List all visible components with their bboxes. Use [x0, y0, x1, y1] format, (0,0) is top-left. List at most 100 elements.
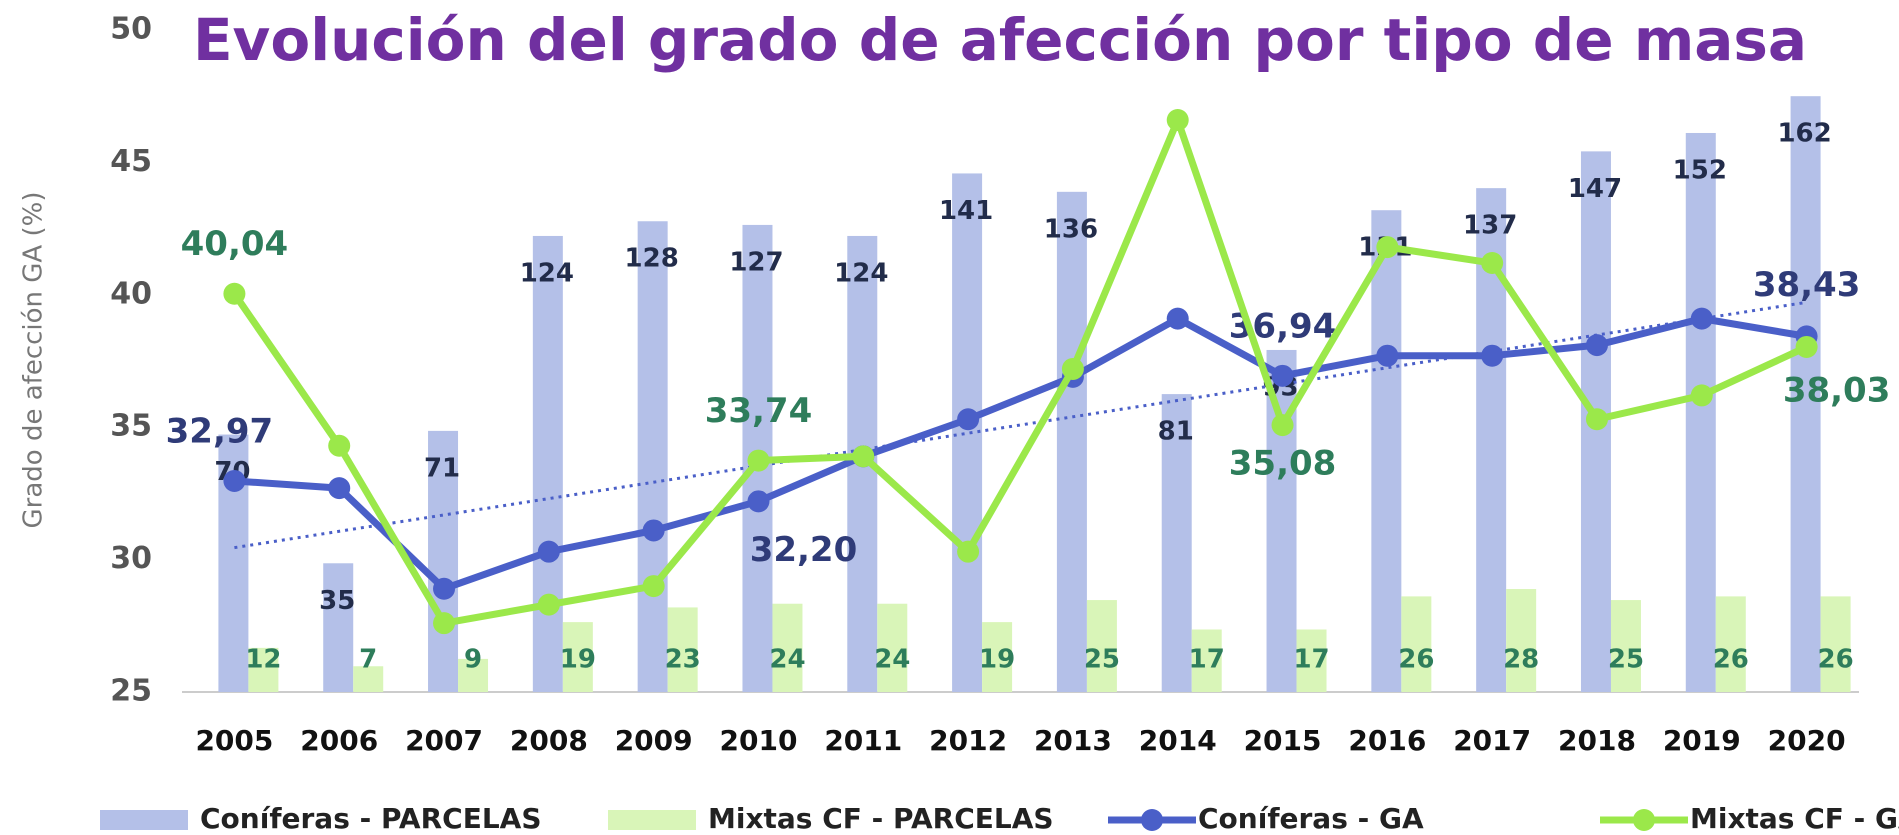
point — [1166, 109, 1189, 132]
bar — [562, 622, 593, 692]
bar-label: 24 — [874, 645, 910, 675]
point — [852, 445, 875, 468]
bar — [1506, 589, 1537, 692]
bar — [667, 607, 698, 692]
bar — [1685, 132, 1716, 692]
bar — [1296, 629, 1327, 692]
x-tick-label: 2007 — [405, 724, 483, 757]
data-label: 32,97 — [166, 411, 274, 451]
bar-label: 17 — [1293, 645, 1329, 675]
bar-label: 81 — [1158, 417, 1194, 447]
bar-label: 141 — [939, 196, 993, 226]
legend-label: Coníferas - GA — [1198, 802, 1424, 835]
bar-label: 9 — [464, 645, 482, 675]
bar-label: 25 — [1608, 645, 1644, 675]
bar — [1715, 596, 1746, 692]
point — [957, 540, 980, 563]
point — [1585, 334, 1608, 357]
bar-label: 19 — [979, 645, 1015, 675]
bar — [1056, 191, 1087, 693]
bar — [1401, 596, 1432, 692]
point — [1271, 414, 1294, 437]
bar — [952, 173, 983, 692]
bar — [1610, 600, 1641, 692]
legend-swatch — [1633, 809, 1655, 831]
point — [1690, 307, 1713, 330]
line — [234, 315, 1808, 593]
x-tick-label: 2016 — [1348, 724, 1426, 757]
bar — [1371, 210, 1402, 692]
data-label: 32,20 — [750, 530, 858, 570]
bar — [1820, 596, 1851, 692]
bar — [1191, 629, 1222, 692]
bar-label: 7 — [359, 645, 377, 675]
x-tick-label: 2005 — [195, 724, 273, 757]
point — [957, 408, 980, 431]
bar-label: 137 — [1463, 211, 1517, 241]
bar-label: 124 — [520, 258, 574, 288]
point — [1376, 344, 1399, 367]
bar-label: 24 — [769, 645, 805, 675]
data-label: 38,43 — [1753, 265, 1861, 305]
x-tick-label: 2006 — [300, 724, 378, 757]
bar-label: 12 — [245, 645, 281, 675]
bar — [248, 647, 279, 692]
bar-label: 128 — [625, 244, 679, 274]
point — [642, 575, 665, 598]
y-tick-label: 50 — [110, 12, 152, 47]
x-tick-label: 2008 — [510, 724, 588, 757]
legend-swatch — [608, 810, 696, 830]
y-tick-label: 45 — [110, 144, 152, 179]
data-label: 40,04 — [181, 224, 289, 264]
trendline — [234, 300, 1807, 550]
point — [747, 449, 770, 472]
bar — [877, 603, 908, 692]
point — [1061, 357, 1084, 380]
bar — [532, 235, 563, 692]
point — [328, 434, 351, 457]
bar-label: 26 — [1818, 645, 1854, 675]
legend-swatch — [1141, 809, 1163, 831]
point — [433, 577, 456, 600]
point — [1376, 236, 1399, 259]
bar-label: 26 — [1398, 645, 1434, 675]
y-tick-label: 25 — [110, 674, 152, 709]
bar-label: 162 — [1777, 119, 1831, 149]
point — [642, 519, 665, 542]
chart-title: Evolución del grado de afección por tipo… — [193, 6, 1807, 74]
bar-label: 147 — [1568, 174, 1622, 204]
x-tick-label: 2019 — [1663, 724, 1741, 757]
point — [1271, 364, 1294, 387]
x-tick-label: 2018 — [1558, 724, 1636, 757]
point — [433, 612, 456, 635]
x-tick-label: 2017 — [1453, 724, 1531, 757]
point — [537, 593, 560, 616]
point — [1585, 408, 1608, 431]
y-tick-label: 40 — [110, 276, 152, 311]
line — [231, 116, 1809, 627]
x-tick-label: 2015 — [1244, 724, 1322, 757]
point — [747, 490, 770, 513]
data-label: 33,74 — [705, 391, 813, 431]
bar-label: 124 — [834, 258, 888, 288]
bar-label: 23 — [665, 645, 701, 675]
point — [1481, 252, 1504, 275]
bar — [1161, 394, 1192, 692]
bar — [353, 666, 384, 692]
bar-label: 17 — [1189, 645, 1225, 675]
bar-label: 26 — [1713, 645, 1749, 675]
point — [1690, 384, 1713, 407]
bar — [637, 221, 668, 692]
point — [1166, 307, 1189, 330]
bar — [458, 658, 489, 692]
bar — [428, 430, 459, 692]
bar-label: 136 — [1044, 214, 1098, 244]
legend-swatch — [100, 810, 188, 830]
bar-label: 28 — [1503, 645, 1539, 675]
legend-label: Mixtas CF - PARCELAS — [708, 802, 1054, 835]
legend-label: Mixtas CF - GA — [1690, 802, 1899, 835]
point — [223, 469, 246, 492]
point — [1795, 335, 1818, 358]
bar — [323, 563, 354, 692]
